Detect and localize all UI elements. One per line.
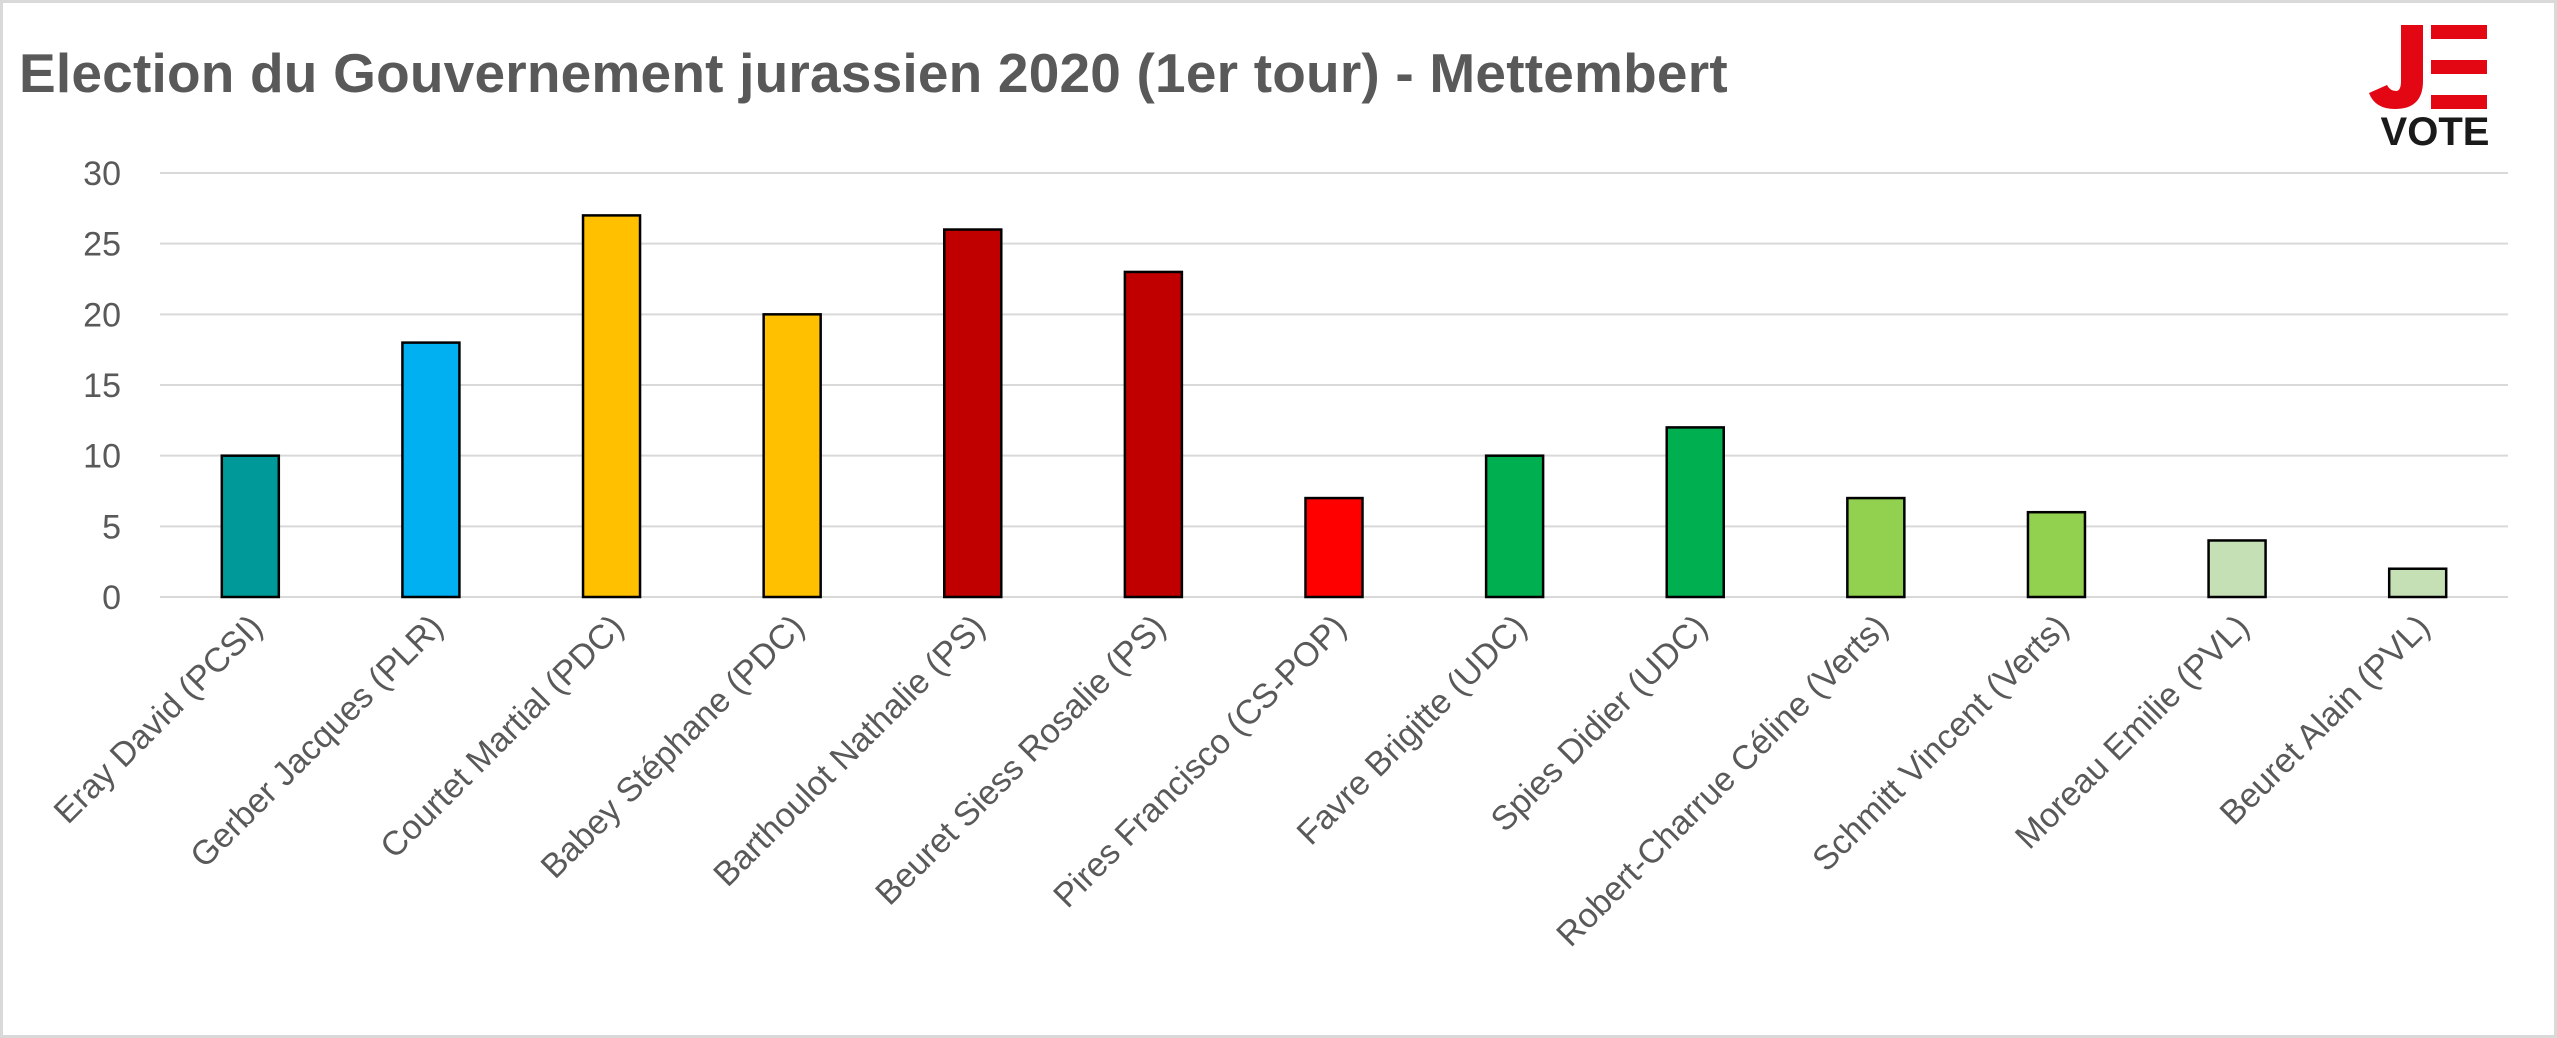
bar xyxy=(581,214,642,599)
x-category-label: Robert-Charrue Céline (Verts) xyxy=(1549,608,1895,954)
bar xyxy=(1665,426,1725,599)
bar xyxy=(220,454,281,599)
chart-title: Election du Gouvernement jurassien 2020 … xyxy=(19,42,1728,104)
bar xyxy=(1304,496,1364,599)
bar xyxy=(943,228,1003,599)
y-tick-label: 25 xyxy=(83,226,121,264)
y-tick-label: 5 xyxy=(102,508,121,546)
x-category-label: Pires Francisco (CS-POP) xyxy=(1046,608,1353,915)
x-category-label: Beuret Siess Rosalie (PS) xyxy=(868,608,1173,913)
bar xyxy=(762,313,822,599)
bar xyxy=(2026,510,2087,599)
bar xyxy=(1484,454,1545,599)
y-tick-label: 10 xyxy=(83,438,121,476)
logo-word: VOTE xyxy=(2381,110,2490,148)
y-tick-label: 15 xyxy=(83,367,121,405)
bar xyxy=(401,341,461,599)
bar xyxy=(1123,270,1184,599)
bar xyxy=(2387,567,2448,599)
y-tick-label: 20 xyxy=(83,296,121,334)
y-tick-label: 0 xyxy=(102,579,121,617)
je-vote-logo: VOTE xyxy=(2369,25,2490,148)
bar xyxy=(2207,539,2267,599)
y-tick-label: 30 xyxy=(83,155,121,193)
bar xyxy=(1846,496,1906,599)
